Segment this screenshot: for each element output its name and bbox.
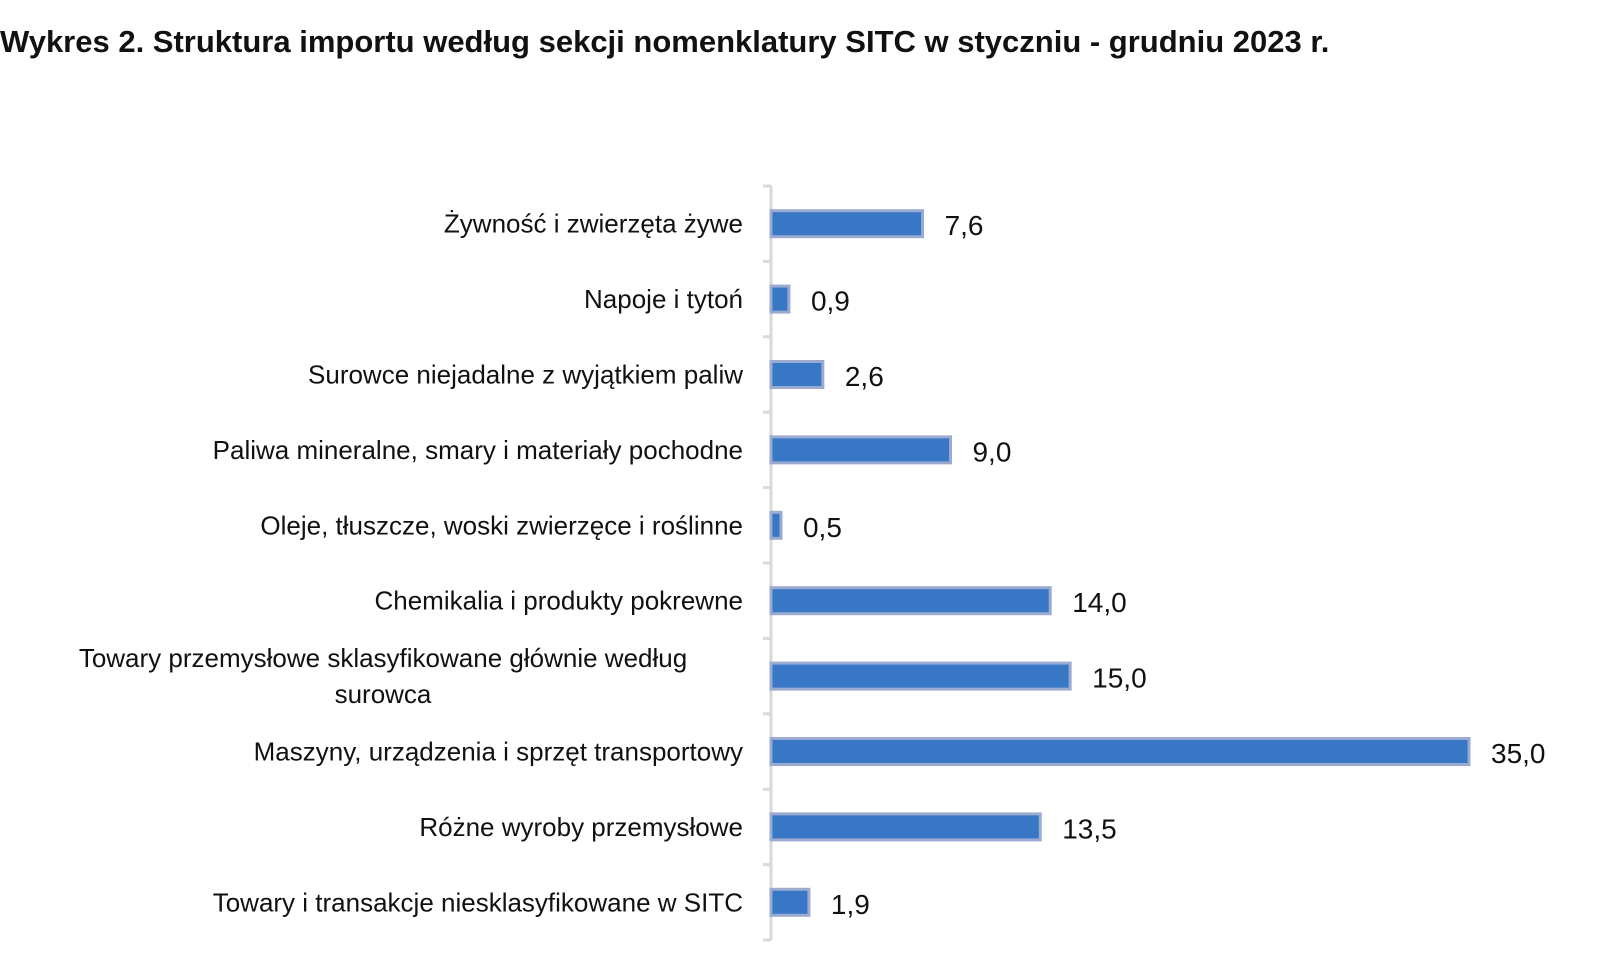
- value-label: 0,5: [803, 512, 842, 543]
- bar: [769, 661, 1072, 691]
- bars: [769, 209, 1471, 917]
- category-label: Żywność i zwierzęta żywe: [444, 209, 743, 239]
- category-label-line: Maszyny, urządzenia i sprzęt transportow…: [254, 737, 743, 767]
- category-label-line: Towary przemysłowe sklasyfikowane główni…: [79, 643, 687, 673]
- category-label: Napoje i tytoń: [584, 284, 743, 314]
- category-label-line: surowca: [335, 679, 432, 709]
- bar: [769, 209, 925, 239]
- value-label: 1,9: [831, 889, 870, 920]
- value-labels: 7,6 0,9 2,6 9,0 0,5 14,0 15,0 35,0 13,5 1,9: [803, 210, 1546, 920]
- category-label: Towary i transakcje niesklasyfikowane w …: [213, 887, 743, 917]
- category-label: Różne wyroby przemysłowe: [419, 812, 743, 842]
- category-label-line: Różne wyroby przemysłowe: [419, 812, 743, 842]
- bar: [769, 360, 825, 389]
- bar: [769, 586, 1052, 616]
- category-label-line: Napoje i tytoń: [584, 284, 743, 314]
- value-label: 2,6: [845, 361, 884, 392]
- value-label: 9,0: [972, 436, 1011, 467]
- value-label: 13,5: [1062, 813, 1117, 844]
- value-label: 14,0: [1072, 587, 1127, 618]
- bar: [769, 812, 1042, 842]
- category-label: Maszyny, urządzenia i sprzęt transportow…: [254, 737, 743, 767]
- category-label-line: Żywność i zwierzęta żywe: [444, 209, 743, 239]
- category-label: Oleje, tłuszcze, woski zwierzęce i rośli…: [260, 510, 743, 540]
- category-label-line: Oleje, tłuszcze, woski zwierzęce i rośli…: [260, 510, 743, 540]
- bar: [769, 284, 791, 314]
- category-label-line: Towary i transakcje niesklasyfikowane w …: [213, 887, 743, 917]
- bar: [769, 887, 811, 917]
- chart-title: Wykres 2. Struktura importu według sekcj…: [0, 24, 1330, 59]
- category-label: Chemikalia i produkty pokrewne: [374, 586, 743, 616]
- category-label: Paliwa mineralne, smary i materiały poch…: [213, 435, 743, 465]
- category-labels: Żywność i zwierzęta żywe Napoje i tytoń Su…: [79, 209, 743, 918]
- category-label-line: Chemikalia i produkty pokrewne: [374, 586, 743, 616]
- category-label: Surowce niejadalne z wyjątkiem paliw: [308, 360, 743, 390]
- bar: [769, 737, 1471, 766]
- category-label: Towary przemysłowe sklasyfikowane główni…: [79, 643, 687, 709]
- bar: [769, 510, 783, 540]
- value-label: 35,0: [1491, 738, 1546, 769]
- value-label: 0,9: [811, 286, 850, 317]
- value-label: 7,6: [945, 210, 984, 241]
- category-label-line: Surowce niejadalne z wyjątkiem paliw: [308, 360, 743, 390]
- bar: [769, 435, 952, 465]
- value-label: 15,0: [1092, 663, 1147, 694]
- category-label-line: Paliwa mineralne, smary i materiały poch…: [213, 435, 743, 465]
